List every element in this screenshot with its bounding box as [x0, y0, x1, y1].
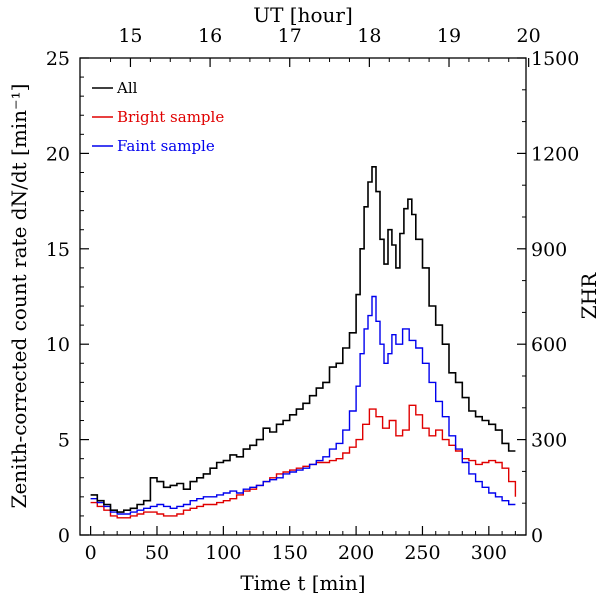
x2-tick-label: 19 — [437, 25, 461, 47]
y-axis-title: Zenith-corrected count rate dN/dt [min⁻¹… — [7, 84, 31, 509]
series-line-faint-sample — [90, 295, 516, 515]
x-tick-label: 300 — [471, 542, 507, 564]
x2-axis-title: UT [hour] — [253, 3, 353, 27]
series-line-bright-sample — [90, 404, 517, 519]
y2-tick-label: 1500 — [531, 48, 579, 70]
y2-tick-label: 300 — [531, 430, 567, 452]
y-tick-label: 15 — [46, 239, 70, 261]
x2-tick-label: 20 — [517, 25, 541, 47]
legend-label-faint-sample: Faint sample — [117, 137, 215, 155]
y2-tick-label: 900 — [531, 239, 567, 261]
y2-tick-label: 600 — [531, 334, 567, 356]
y2-tick-label: 0 — [531, 525, 543, 547]
y2-tick-label: 1200 — [531, 143, 579, 165]
tick-marks — [80, 57, 530, 536]
plot-frame — [79, 57, 527, 536]
y-tick-label: 10 — [46, 334, 70, 356]
x2-tick-label: 15 — [118, 25, 142, 47]
x2-tick-label: 18 — [357, 25, 381, 47]
x-tick-label: 0 — [85, 542, 97, 564]
x-tick-label: 150 — [272, 542, 308, 564]
legend-label-bright-sample: Bright sample — [117, 108, 224, 126]
legend-label-all: All — [116, 79, 138, 97]
x-tick-label: 100 — [205, 542, 241, 564]
series-lines — [90, 166, 517, 519]
x-tick-label: 50 — [145, 542, 169, 564]
y2-axis-title: ZHR — [577, 272, 601, 319]
x-tick-label: 200 — [338, 542, 374, 564]
legend: All Bright sample Faint sample — [92, 79, 224, 155]
x2-tick-label: 16 — [198, 25, 222, 47]
x2-tick-label: 17 — [278, 25, 302, 47]
x-axis-title: Time t [min] — [240, 571, 365, 595]
y-tick-label: 5 — [58, 430, 70, 452]
y-tick-label: 25 — [46, 48, 70, 70]
x-tick-label: 250 — [404, 542, 440, 564]
y-tick-label: 20 — [46, 143, 70, 165]
series-line-all — [90, 166, 516, 513]
y-tick-label: 0 — [58, 525, 70, 547]
